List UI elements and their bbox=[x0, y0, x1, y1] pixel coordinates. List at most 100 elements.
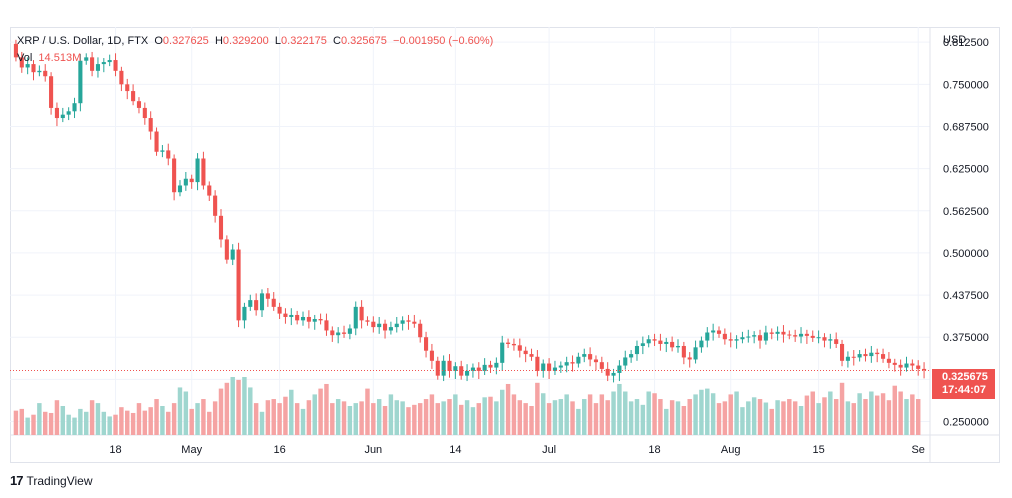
volume-bar bbox=[236, 379, 241, 435]
candle-body bbox=[793, 335, 798, 337]
candle-body bbox=[459, 366, 464, 376]
x-tick-label: Aug bbox=[721, 444, 741, 456]
volume-bar bbox=[751, 397, 757, 435]
volume-bar bbox=[851, 403, 856, 435]
candle-body bbox=[218, 215, 224, 240]
candle-body bbox=[394, 323, 399, 328]
candle-body bbox=[834, 339, 839, 344]
candle-body bbox=[611, 372, 616, 376]
last-price-badge: 0.325675 17:44:07 bbox=[932, 369, 995, 399]
volume-bar bbox=[763, 402, 769, 435]
volume-bar bbox=[511, 394, 517, 435]
candle-body bbox=[72, 103, 77, 112]
candle-body bbox=[787, 334, 792, 336]
candle-body bbox=[910, 363, 915, 366]
y-tick-label: 0.687500 bbox=[943, 121, 989, 133]
volume-bar bbox=[453, 394, 458, 435]
volume-bar bbox=[300, 408, 306, 435]
volume-bar bbox=[892, 385, 898, 435]
candle-body bbox=[424, 337, 429, 351]
volume-bar bbox=[552, 400, 558, 435]
volume-bar bbox=[910, 394, 915, 435]
candle-body bbox=[429, 350, 434, 361]
candle-body bbox=[494, 362, 499, 368]
candle-body bbox=[646, 339, 651, 344]
currency-label[interactable]: USD bbox=[943, 34, 967, 46]
volume-bar bbox=[201, 399, 206, 435]
candle-body bbox=[142, 107, 147, 119]
candle-body bbox=[582, 354, 587, 357]
candle-body bbox=[470, 367, 475, 371]
x-tick-label: 18 bbox=[648, 444, 660, 456]
tradingview-brand[interactable]: 17 TradingView bbox=[10, 473, 93, 488]
candle-body bbox=[681, 345, 686, 358]
candle-body bbox=[101, 62, 106, 65]
low-value: 0.322175 bbox=[281, 35, 327, 47]
volume-bar bbox=[494, 401, 499, 435]
candle-body bbox=[49, 76, 54, 108]
candlestick-chart[interactable]: 0.812500 0.750000 0.687500 0.625000 0.562500… bbox=[10, 27, 1000, 463]
close-value: 0.325675 bbox=[341, 35, 387, 47]
volume-bar bbox=[130, 412, 136, 435]
low-label: L bbox=[274, 35, 282, 47]
volume-bar bbox=[833, 399, 839, 435]
candle-body bbox=[90, 57, 95, 71]
candle-body bbox=[382, 323, 388, 331]
candle-body bbox=[177, 185, 183, 193]
candle-body bbox=[623, 357, 628, 366]
candle-body bbox=[523, 350, 528, 355]
volume-bar bbox=[359, 401, 364, 435]
volume-bar bbox=[394, 400, 399, 435]
y-tick-label: 0.250000 bbox=[943, 417, 989, 429]
volume-bar bbox=[593, 403, 599, 435]
y-tick-label: 0.375000 bbox=[943, 332, 989, 344]
volume-bar bbox=[330, 403, 335, 435]
volume-bar bbox=[353, 403, 358, 435]
candle-body bbox=[441, 360, 446, 376]
volume-bar bbox=[886, 400, 892, 435]
volume-bar bbox=[306, 400, 312, 435]
volume-value: 14.513M bbox=[38, 52, 82, 64]
candle-body bbox=[359, 306, 364, 321]
volume-bar bbox=[710, 393, 716, 435]
volume-bar bbox=[72, 417, 77, 435]
volume-bar bbox=[687, 399, 692, 435]
candle-body bbox=[845, 356, 850, 361]
volume-bar bbox=[576, 408, 581, 435]
volume-bar bbox=[37, 403, 42, 435]
volume-bar bbox=[517, 400, 523, 435]
last-price-value: 0.325675 bbox=[942, 371, 988, 383]
volume-bar bbox=[646, 391, 651, 435]
volume-bar bbox=[464, 400, 470, 435]
candle-body bbox=[558, 365, 563, 368]
x-tick-label: 16 bbox=[273, 444, 285, 456]
volume-bar bbox=[769, 408, 774, 435]
candle-body bbox=[511, 343, 516, 346]
candle-body bbox=[60, 114, 65, 119]
candle-body bbox=[898, 364, 903, 368]
candle-body bbox=[330, 330, 335, 336]
volume-bar bbox=[874, 395, 880, 435]
candle-body bbox=[922, 368, 927, 371]
candle-body bbox=[804, 333, 809, 336]
candle-body bbox=[547, 363, 552, 371]
candle-body bbox=[675, 345, 681, 348]
volume-bar bbox=[177, 387, 183, 435]
volume-bar bbox=[804, 395, 810, 435]
candle-body bbox=[43, 70, 48, 77]
volume-bar bbox=[31, 414, 36, 435]
open-value: 0.327625 bbox=[162, 35, 209, 47]
volume-bar bbox=[828, 391, 833, 435]
candle-body bbox=[66, 111, 71, 115]
candle-body bbox=[552, 367, 558, 371]
candle-body bbox=[716, 330, 722, 334]
volume-bar bbox=[617, 383, 622, 435]
volume-bar bbox=[488, 396, 493, 435]
volume-bar bbox=[798, 406, 804, 435]
volume-label: Vol bbox=[17, 52, 33, 64]
candle-body bbox=[300, 316, 306, 321]
candle-body bbox=[892, 362, 897, 365]
candle-body bbox=[670, 341, 675, 348]
volume-bar bbox=[19, 408, 25, 435]
x-tick-label: Se bbox=[911, 444, 924, 456]
